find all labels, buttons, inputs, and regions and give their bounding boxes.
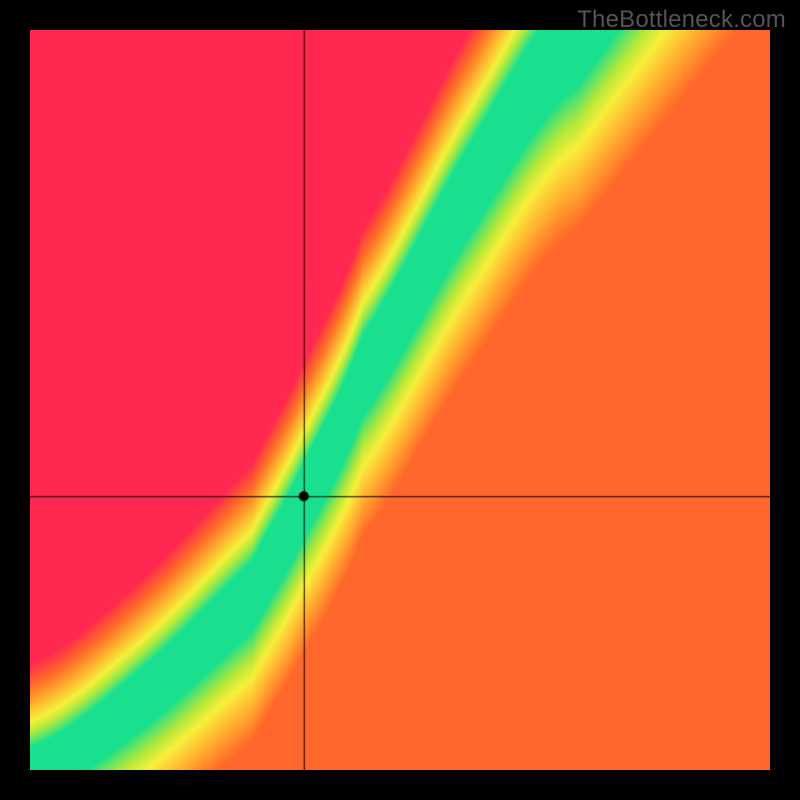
watermark-text: TheBottleneck.com (577, 6, 786, 34)
plot-area (30, 30, 770, 770)
chart-container: TheBottleneck.com (0, 0, 800, 800)
heatmap-canvas (30, 30, 770, 770)
